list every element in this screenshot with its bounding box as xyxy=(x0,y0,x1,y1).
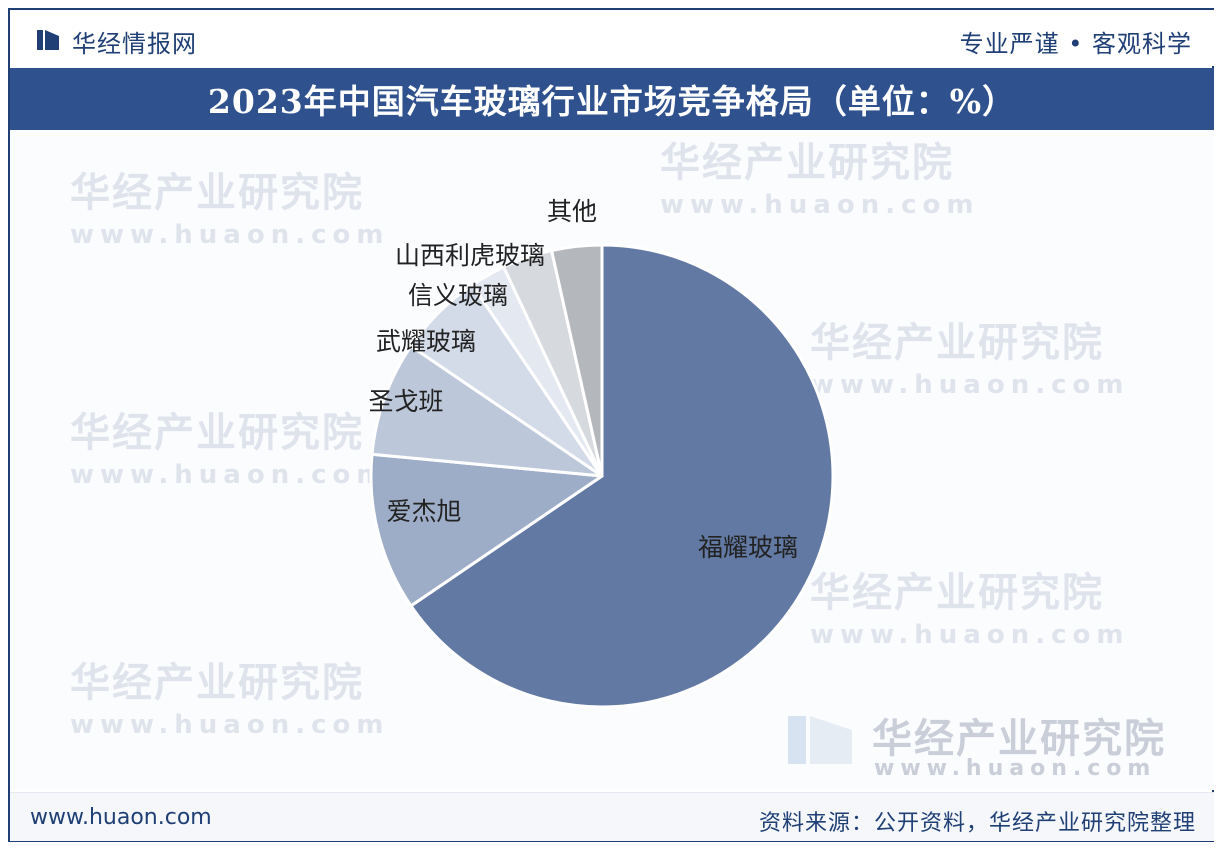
slice-label: 武耀玻璃 xyxy=(376,327,476,356)
slice-label: 山西利虎玻璃 xyxy=(395,241,545,270)
pie-slice xyxy=(409,243,835,709)
header-bar: 华经情报网 专业严谨 • 客观科学 xyxy=(10,10,1214,66)
slice-label: 其他 xyxy=(547,197,597,226)
watermark-brand: 华经产业研究院 xyxy=(872,716,1166,762)
brand-name: 华经情报网 xyxy=(72,30,197,58)
watermark-url: www.huaon.com xyxy=(874,756,1157,781)
brand-slogan: 专业严谨 • 客观科学 xyxy=(959,30,1192,58)
slice-label: 信义玻璃 xyxy=(408,281,508,310)
pie-slice xyxy=(370,344,604,478)
title-bar: 2023年中国汽车玻璃行业市场竞争格局（单位：%） xyxy=(10,68,1214,130)
slice-label: 爱杰旭 xyxy=(386,497,461,526)
brand-logo-icon xyxy=(37,30,59,50)
footer-bar: www.huaon.com 资料来源：公开资料，华经产业研究院整理 xyxy=(10,792,1214,841)
slice-label: 福耀玻璃 xyxy=(698,533,798,562)
source-note: 资料来源：公开资料，华经产业研究院整理 xyxy=(758,811,1196,836)
pie-slice xyxy=(369,452,604,608)
footer-url[interactable]: www.huaon.com xyxy=(30,805,212,830)
watermark-logo-icon xyxy=(788,716,852,764)
chart-title: 2023年中国汽车玻璃行业市场竞争格局（单位：%） xyxy=(207,82,1017,121)
slice-label: 圣戈班 xyxy=(368,387,443,416)
pie-slice xyxy=(550,243,604,478)
